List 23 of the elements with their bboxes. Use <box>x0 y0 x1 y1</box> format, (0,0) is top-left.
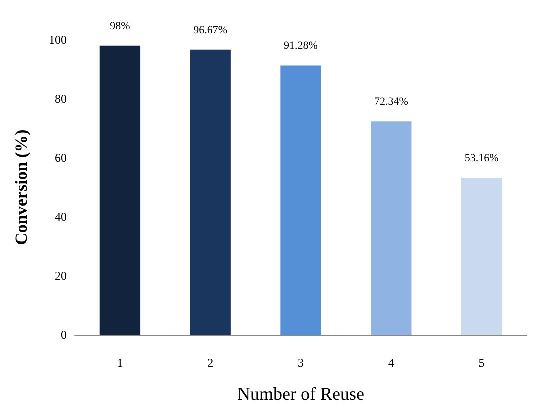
data-label: 96.67% <box>194 24 228 36</box>
x-tick-label: 3 <box>298 356 304 370</box>
x-tick-label: 4 <box>388 356 394 370</box>
bar <box>100 46 141 335</box>
bar <box>190 50 231 335</box>
x-tick-label: 2 <box>208 356 214 370</box>
bar <box>461 178 502 335</box>
y-tick-label: 100 <box>49 33 67 47</box>
y-axis-title: Conversion (%) <box>12 130 31 246</box>
x-axis-title: Number of Reuse <box>238 384 364 404</box>
y-tick-label: 60 <box>55 151 67 165</box>
data-label: 53.16% <box>464 152 499 165</box>
bar <box>371 122 412 335</box>
y-tick-label: 20 <box>55 269 67 283</box>
x-tick-label: 5 <box>478 356 485 370</box>
y-tick-label: 0 <box>61 328 67 342</box>
y-tick-label: 80 <box>55 92 67 106</box>
x-tick-label: 1 <box>117 356 124 370</box>
y-tick-label: 40 <box>55 210 67 224</box>
data-label: 91.28% <box>284 40 318 52</box>
data-label: 98% <box>110 20 130 32</box>
bar <box>280 66 322 335</box>
data-label: 72.34% <box>374 96 408 108</box>
